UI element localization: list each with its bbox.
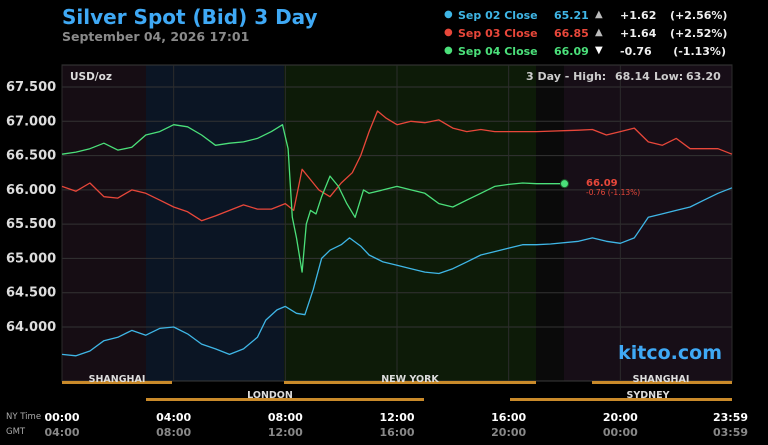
- series-line-sep-04-close: [61, 124, 565, 273]
- legend-change: +1.64: [620, 27, 657, 40]
- legend-change: +1.62: [620, 9, 657, 22]
- legend-label: Sep 02 Close: [458, 9, 538, 22]
- legend-item-sep04: ● Sep 04 Close 66.09 ▼ -0.76 (-1.13%): [440, 45, 760, 63]
- legend-change: -0.76: [620, 45, 652, 58]
- session-shade-early: [62, 65, 146, 381]
- x-tick-label-gmt: 04:00: [44, 426, 79, 439]
- x-tick-label-gmt: 20:00: [491, 426, 526, 439]
- session-shade-closed: [536, 65, 564, 381]
- x-tick-label-ny: 20:00: [603, 411, 638, 424]
- x-tick-label-gmt: 00:00: [603, 426, 638, 439]
- x-tick-label-gmt: 16:00: [379, 426, 414, 439]
- unit-label: USD/oz: [70, 71, 112, 83]
- session-label-london: LONDON: [247, 390, 293, 401]
- x-tick-label-ny: 04:00: [156, 411, 191, 424]
- up-arrow-icon: ▲: [595, 27, 603, 38]
- y-tick-label: 66.000: [6, 183, 56, 198]
- up-arrow-icon: ▲: [595, 9, 603, 20]
- kitco-watermark: kitco.com: [618, 342, 722, 364]
- legend-label: Sep 04 Close: [458, 45, 538, 58]
- y-tick-label: 65.500: [6, 217, 56, 232]
- high-value: 68.14: [615, 70, 650, 83]
- low-value: 63.20: [686, 70, 721, 83]
- x-tick-label-ny: 23:59: [713, 411, 748, 424]
- high-label: 3 Day - High:: [526, 70, 606, 83]
- series-lines: [61, 110, 733, 357]
- gridlines: [61, 65, 733, 381]
- session-label-sydney: SYDNEY: [627, 390, 670, 401]
- legend-value: 66.85: [554, 27, 589, 40]
- session-bar-sydney: [510, 398, 732, 401]
- y-tick-label: 66.500: [6, 149, 56, 164]
- last-value-label: 66.09: [586, 178, 618, 189]
- legend-item-sep03: ● Sep 03 Close 66.85 ▲ +1.64 (+2.52%): [440, 27, 760, 45]
- chart-timestamp: September 04, 2026 17:01: [62, 29, 250, 44]
- session-shade-newyork: [284, 65, 536, 381]
- down-arrow-icon: ▼: [595, 45, 603, 56]
- session-bar-london: [146, 398, 424, 401]
- legend-value: 66.09: [554, 45, 589, 58]
- legend-dot-icon: ●: [444, 45, 453, 56]
- x-axis-ticks: 00:00 04:00 04:00 08:00 08:00 12:00 12:00 16:00…: [44, 411, 748, 439]
- y-tick-label: 67.500: [6, 80, 56, 95]
- y-tick-label: 65.000: [6, 251, 56, 266]
- legend-percent: (-1.13%): [673, 45, 726, 58]
- session-label-newyork: NEW YORK: [381, 374, 439, 385]
- y-tick-label: 64.500: [6, 286, 56, 301]
- last-change-label: -0.76 (-1.13%): [586, 188, 640, 197]
- legend-label: Sep 03 Close: [458, 27, 538, 40]
- y-tick-label: 67.000: [6, 114, 56, 129]
- session-label-shanghai-2: SHANGHAI: [633, 374, 690, 385]
- x-tick-label-ny: 16:00: [491, 411, 526, 424]
- x-tick-label-ny: 12:00: [379, 411, 414, 424]
- low-label: Low:: [654, 70, 683, 83]
- session-label-shanghai: SHANGHAI: [89, 374, 146, 385]
- x-tick-label-gmt: 08:00: [156, 426, 191, 439]
- last-price-marker: [560, 179, 569, 189]
- session-bar-newyork: [284, 381, 536, 384]
- legend-item-sep02: ● Sep 02 Close 65.21 ▲ +1.62 (+2.56%): [440, 9, 760, 27]
- session-bar-shanghai-2: [592, 381, 732, 384]
- x-tick-label-ny: 00:00: [44, 411, 79, 424]
- legend-percent: (+2.52%): [670, 27, 728, 40]
- gmt-label: GMT: [6, 427, 26, 437]
- chart-title: Silver Spot (Bid) 3 Day: [62, 5, 318, 29]
- y-axis-ticks: 64.000 64.500 65.000 65.500 66.000 66.500 67.0…: [6, 80, 56, 335]
- legend-dot-icon: ●: [444, 9, 453, 20]
- y-tick-label: 64.000: [6, 320, 56, 335]
- series-line-sep-02-close: [61, 187, 733, 357]
- x-tick-label-ny: 08:00: [268, 411, 303, 424]
- legend-value: 65.21: [554, 9, 589, 22]
- x-tick-label-gmt: 03:59: [713, 426, 748, 439]
- x-tick-label-gmt: 12:00: [268, 426, 303, 439]
- legend: ● Sep 02 Close 65.21 ▲ +1.62 (+2.56%) ● …: [440, 9, 760, 63]
- session-shade-asia: [564, 65, 732, 381]
- legend-dot-icon: ●: [444, 27, 453, 38]
- session-shade-london: [146, 65, 284, 381]
- legend-percent: (+2.56%): [670, 9, 728, 22]
- series-line-sep-03-close: [61, 110, 733, 222]
- session-bar-shanghai: [62, 381, 172, 384]
- ny-time-label: NY Time: [6, 412, 41, 422]
